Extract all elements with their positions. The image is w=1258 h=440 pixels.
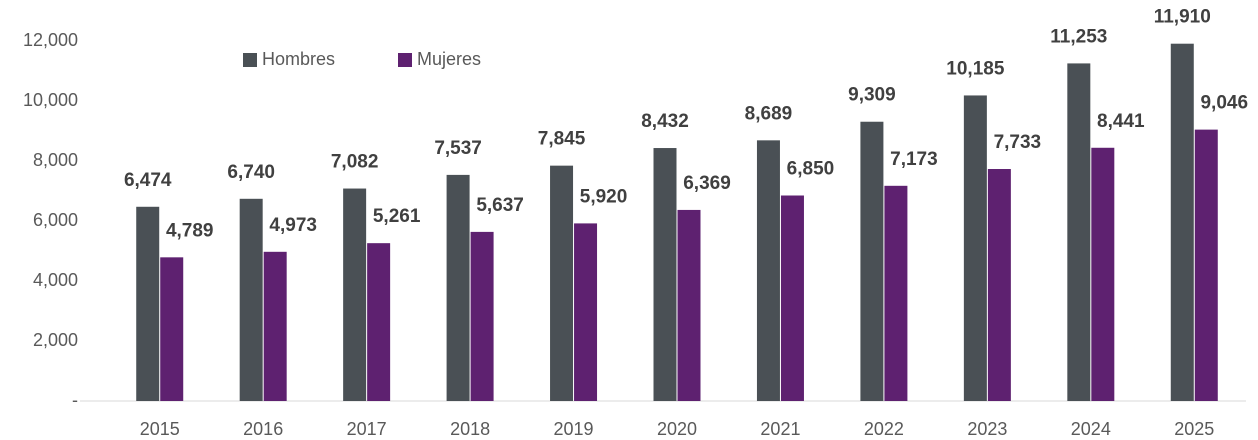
value-label: 6,850	[787, 159, 835, 180]
y-tick-label: 6,000	[33, 210, 78, 230]
bar	[160, 257, 184, 401]
x-tick-label: 2025	[1174, 419, 1214, 439]
value-label: 7,537	[434, 138, 482, 159]
bar	[677, 209, 701, 401]
bar	[367, 243, 391, 401]
legend-label: Hombres	[262, 49, 335, 69]
x-tick-label: 2016	[243, 419, 283, 439]
value-label: 4,789	[166, 220, 214, 241]
value-label: 10,185	[946, 58, 1005, 79]
value-label: 8,441	[1097, 111, 1145, 132]
bar	[987, 169, 1011, 401]
value-label: 7,733	[994, 132, 1042, 153]
value-label: 7,173	[890, 149, 938, 170]
bar	[446, 174, 470, 401]
x-tick-label: 2018	[450, 419, 490, 439]
y-tick-label: 12,000	[23, 30, 78, 50]
bar	[963, 95, 987, 401]
value-label: 5,261	[373, 206, 421, 227]
bar	[860, 121, 884, 401]
value-label: 8,689	[745, 103, 793, 124]
x-tick-label: 2024	[1071, 419, 1111, 439]
value-label: 11,910	[1154, 7, 1211, 28]
value-label: 4,973	[269, 215, 317, 236]
bar	[239, 198, 263, 401]
y-tick-label: 2,000	[33, 330, 78, 350]
bar	[884, 185, 908, 401]
bar	[780, 195, 804, 401]
bar	[1091, 147, 1115, 401]
bar	[1194, 129, 1218, 401]
bar	[653, 148, 677, 401]
y-tick-label: 8,000	[33, 150, 78, 170]
value-label: 8,432	[641, 111, 689, 132]
bar	[574, 223, 598, 401]
value-label: 5,637	[476, 195, 524, 216]
x-tick-label: 2022	[864, 419, 904, 439]
value-label: 5,920	[580, 186, 628, 207]
bar	[550, 165, 574, 401]
legend-swatch	[398, 53, 412, 67]
y-tick-label: 10,000	[23, 90, 78, 110]
value-label: 6,369	[683, 173, 731, 194]
value-label: 9,309	[848, 85, 896, 106]
x-tick-label: 2021	[760, 419, 800, 439]
x-tick-label: 2015	[140, 419, 180, 439]
bar	[470, 231, 494, 401]
bar	[343, 188, 367, 401]
value-label: 7,845	[538, 129, 586, 150]
bar	[1170, 43, 1194, 401]
value-label: 6,740	[227, 162, 275, 183]
legend-label: Mujeres	[417, 49, 481, 69]
x-tick-label: 2017	[347, 419, 387, 439]
bar	[756, 140, 780, 401]
y-tick-label: -	[72, 390, 78, 410]
value-label: 6,474	[124, 170, 172, 191]
bar	[263, 251, 287, 401]
legend-swatch	[243, 53, 257, 67]
bar	[1067, 63, 1091, 401]
x-tick-label: 2020	[657, 419, 697, 439]
bar	[136, 206, 160, 401]
x-tick-label: 2019	[554, 419, 594, 439]
value-label: 11,253	[1050, 26, 1107, 47]
value-label: 9,046	[1200, 93, 1248, 114]
y-tick-label: 4,000	[33, 270, 78, 290]
value-label: 7,082	[331, 152, 379, 173]
x-tick-label: 2023	[967, 419, 1007, 439]
